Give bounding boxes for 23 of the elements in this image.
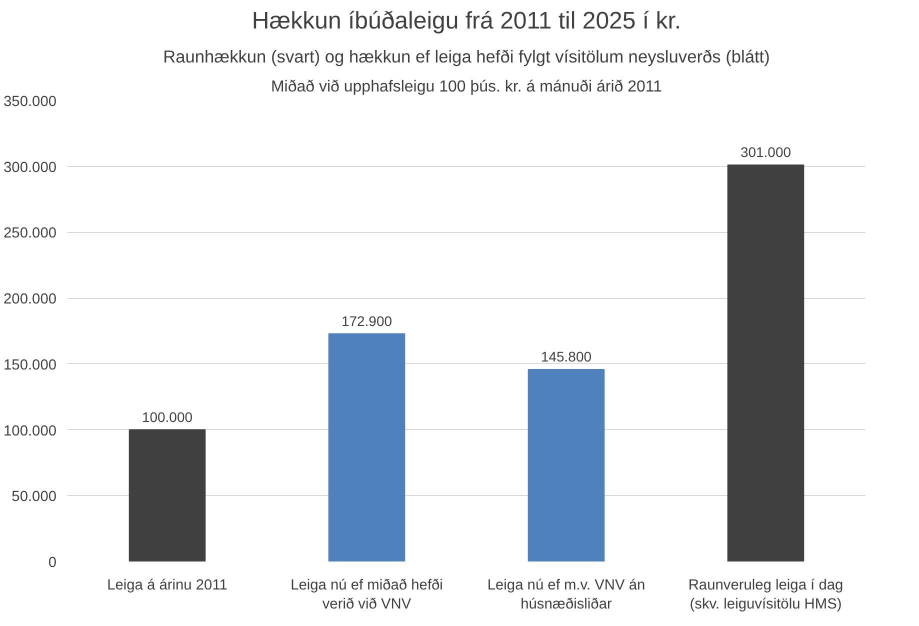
bar <box>528 368 605 562</box>
bar <box>128 429 206 562</box>
x-tick-label: Leiga á árinu 2011 <box>107 578 228 594</box>
chart-subtitle: Raunhækkun (svart) og hækkun ef leiga hefði fylgt vísitölum neysluverðs (blátt) <box>163 46 770 66</box>
data-label: 100.000 <box>142 408 193 425</box>
bar <box>328 333 406 562</box>
y-tick-label: 250.000 <box>4 226 57 242</box>
y-tick-label: 200.000 <box>4 292 57 308</box>
y-tick-label: 150.000 <box>4 357 57 374</box>
text: Miðað við upphafsleigu 100 þús. kr. á mánuði árið 2011 <box>270 78 662 96</box>
chart-title: Hækkun íbúðaleigu frá 2011 til 2025 í kr. <box>252 8 682 34</box>
x-tick-label: Leiga nú ef miðað hefði verið við VNV <box>290 578 443 613</box>
data-label: 301.000 <box>740 144 792 160</box>
y-tick-label: 350.000 <box>4 94 57 110</box>
bar <box>727 164 804 562</box>
data-label: 172.900 <box>341 312 392 329</box>
y-tick-label: 100.000 <box>4 423 57 440</box>
y-tick-label: 300.000 <box>4 160 57 176</box>
data-label: 145.800 <box>540 348 592 364</box>
y-tick-label: 50.000 <box>12 489 56 506</box>
y-tick-label: 0 <box>48 555 57 571</box>
x-tick-label: Raunveruleg leiga í dag (skv. leiguvísitölu HMS) <box>688 578 844 613</box>
x-tick-label: Leiga nú ef m.v. VNV án húsnæðisliðar <box>487 578 646 613</box>
